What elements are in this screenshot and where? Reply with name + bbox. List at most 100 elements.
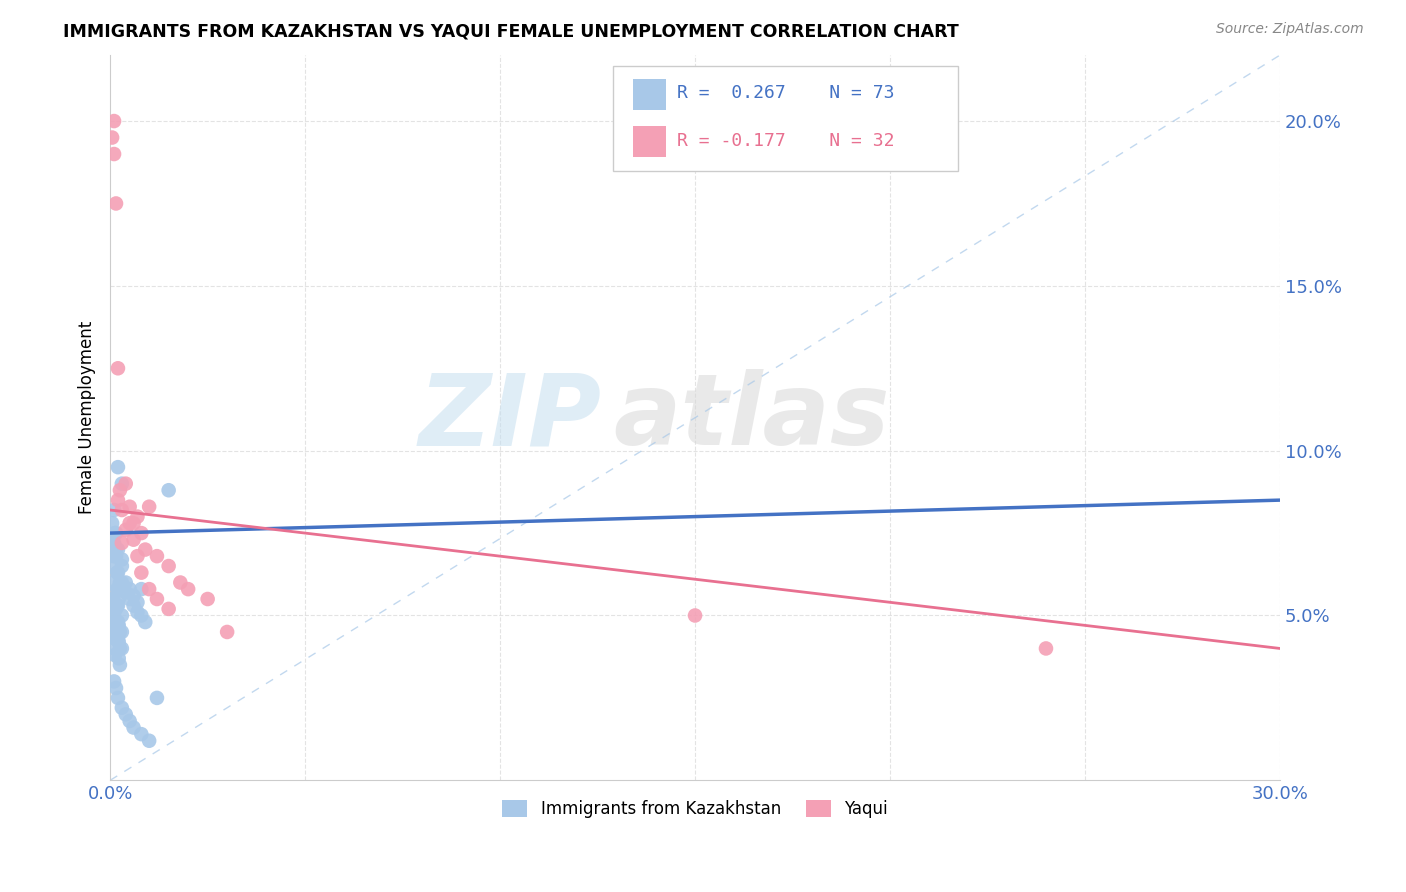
Point — [107, 592, 129, 607]
Point — [108, 657, 131, 672]
Point — [103, 536, 125, 550]
Point — [118, 714, 141, 728]
Point — [105, 602, 128, 616]
Point — [105, 526, 128, 541]
Point — [131, 727, 153, 741]
Point — [105, 566, 128, 580]
Point — [104, 648, 127, 662]
Point — [103, 641, 125, 656]
Point — [114, 476, 136, 491]
Point — [107, 599, 129, 613]
Point — [157, 483, 180, 498]
Point — [103, 114, 125, 128]
Point — [107, 542, 129, 557]
Point — [146, 592, 169, 607]
Legend: Immigrants from Kazakhstan, Yaqui: Immigrants from Kazakhstan, Yaqui — [494, 791, 896, 826]
Point — [105, 632, 128, 646]
Point — [111, 624, 134, 639]
Point — [127, 605, 149, 619]
Point — [157, 559, 180, 574]
Bar — [633, 126, 666, 157]
Point — [103, 624, 125, 639]
Point — [105, 681, 128, 695]
Point — [111, 641, 134, 656]
Point — [111, 476, 134, 491]
Point — [107, 632, 129, 646]
Point — [157, 602, 180, 616]
Point — [105, 549, 128, 563]
Point — [122, 721, 145, 735]
Point — [105, 599, 128, 613]
Point — [169, 575, 191, 590]
Point — [105, 196, 128, 211]
Point — [118, 516, 141, 531]
Point — [127, 549, 149, 563]
Point — [111, 700, 134, 714]
Point — [105, 615, 128, 629]
Point — [108, 483, 131, 498]
Point — [111, 575, 134, 590]
Point — [131, 526, 153, 541]
FancyBboxPatch shape — [613, 66, 959, 171]
Point — [107, 635, 129, 649]
Point — [114, 523, 136, 537]
Text: atlas: atlas — [613, 369, 890, 467]
Bar — [633, 79, 666, 110]
Point — [104, 632, 127, 646]
Point — [111, 608, 134, 623]
Y-axis label: Female Unemployment: Female Unemployment — [79, 321, 96, 515]
Point — [138, 500, 160, 514]
Point — [1035, 641, 1057, 656]
Point — [122, 533, 145, 547]
Point — [103, 147, 125, 161]
Text: R =  0.267    N = 73: R = 0.267 N = 73 — [678, 84, 896, 102]
Point — [118, 582, 141, 596]
Point — [107, 618, 129, 632]
Point — [131, 608, 153, 623]
Point — [105, 582, 128, 596]
Point — [118, 500, 141, 514]
Point — [101, 608, 124, 623]
Point — [108, 641, 131, 656]
Point — [101, 559, 124, 574]
Point — [103, 674, 125, 689]
Point — [146, 690, 169, 705]
Point — [107, 690, 129, 705]
Point — [107, 361, 129, 376]
Point — [103, 624, 125, 639]
Text: IMMIGRANTS FROM KAZAKHSTAN VS YAQUI FEMALE UNEMPLOYMENT CORRELATION CHART: IMMIGRANTS FROM KAZAKHSTAN VS YAQUI FEMA… — [63, 22, 959, 40]
Point — [111, 536, 134, 550]
Point — [103, 549, 125, 563]
Point — [111, 552, 134, 566]
Point — [107, 460, 129, 475]
Point — [114, 585, 136, 599]
Point — [122, 589, 145, 603]
Point — [107, 615, 129, 629]
Point — [103, 608, 125, 623]
Point — [105, 615, 128, 629]
Point — [114, 575, 136, 590]
Point — [104, 526, 127, 541]
Text: R = -0.177    N = 32: R = -0.177 N = 32 — [678, 132, 896, 150]
Point — [127, 595, 149, 609]
Point — [108, 575, 131, 590]
Text: ZIP: ZIP — [419, 369, 602, 467]
Point — [197, 592, 219, 607]
Point — [107, 582, 129, 596]
Point — [101, 592, 124, 607]
Point — [103, 592, 125, 607]
Point — [146, 549, 169, 563]
Point — [114, 707, 136, 722]
Point — [118, 592, 141, 607]
Point — [122, 516, 145, 531]
Point — [105, 542, 128, 557]
Point — [134, 615, 156, 629]
Point — [107, 566, 129, 580]
Text: Source: ZipAtlas.com: Source: ZipAtlas.com — [1216, 22, 1364, 37]
Point — [101, 575, 124, 590]
Point — [683, 608, 706, 623]
Point — [138, 582, 160, 596]
Point — [103, 536, 125, 550]
Point — [138, 733, 160, 747]
Point — [103, 608, 125, 623]
